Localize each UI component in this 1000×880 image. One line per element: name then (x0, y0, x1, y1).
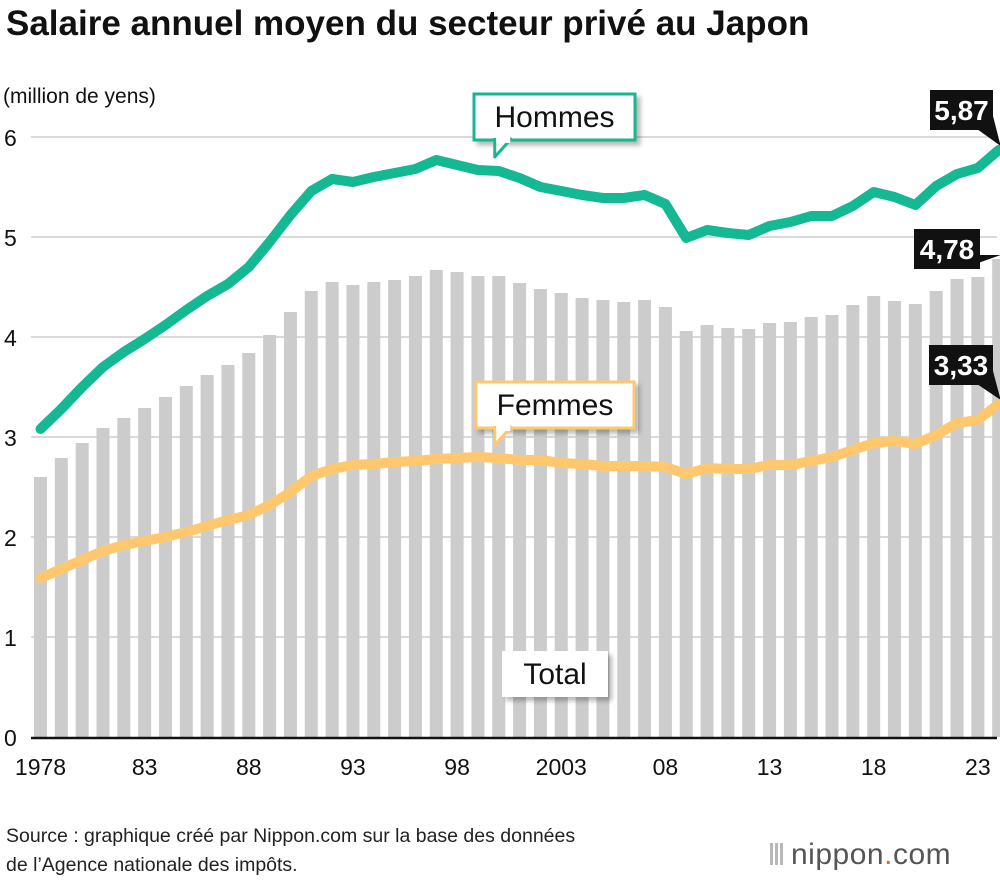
total-bar-1994 (367, 282, 381, 737)
y-tick-label: 5 (4, 225, 17, 251)
y-tick-label: 3 (4, 425, 17, 451)
line-femmes (35, 399, 1000, 583)
series-label-pointer-joint (496, 137, 511, 143)
total-bar-2017 (846, 305, 860, 737)
source-note: Source : graphique créé par Nippon.com s… (6, 822, 575, 880)
total-bar-2012 (742, 329, 756, 737)
gender-lines (35, 145, 1000, 583)
total-bar-1996 (408, 276, 422, 737)
x-tick-labels: 1978 83 88 93 98 2003 08 13 18 23 (15, 754, 991, 780)
total-bar-1993 (346, 285, 360, 737)
value-callouts: 5,87 4,78 3,33 (914, 90, 1000, 409)
total-bar-1981 (96, 428, 110, 737)
source-line-1: Source : graphique créé par Nippon.com s… (6, 825, 576, 847)
x-tick-label: 08 (653, 754, 679, 780)
total-bar-2024 (992, 259, 1000, 737)
total-bar-2007 (638, 300, 652, 737)
series-label-text: Hommes (494, 101, 614, 134)
total-bar-1986 (200, 375, 214, 737)
series-label-text: Total (523, 658, 586, 691)
total-bar-1983 (138, 408, 152, 737)
total-bar-1988 (242, 353, 256, 737)
callout-box (930, 90, 993, 130)
endpoint-dot (995, 399, 1000, 409)
total-bar-2010 (700, 325, 714, 737)
line-hommes (35, 145, 1000, 434)
total-bar-2011 (721, 328, 735, 737)
x-tick-label: 2003 (536, 754, 587, 780)
total-bar-1984 (158, 397, 172, 737)
series-label-box (474, 380, 636, 430)
series-label-femmes: Femmes (474, 380, 636, 447)
total-bar-2018 (867, 296, 881, 737)
series-labels: Hommes Femmes Total (472, 92, 637, 697)
total-bar-2008 (658, 307, 672, 737)
total-bars (34, 259, 1000, 737)
y-tick-labels: 0 1 2 3 4 5 6 (4, 125, 17, 751)
callout-box (929, 345, 993, 385)
callout-box (914, 229, 980, 269)
total-bar-1989 (263, 335, 277, 737)
y-tick-label: 2 (4, 525, 17, 551)
total-bar-2021 (929, 291, 943, 737)
x-tick-label: 1978 (15, 754, 66, 780)
series-label-total: Total (502, 651, 608, 697)
callout-hommes: 5,87 (930, 90, 1000, 155)
x-tick-label: 23 (965, 754, 991, 780)
series-label-hommes: Hommes (472, 92, 637, 159)
chart-title: Salaire annuel moyen du secteur privé au… (6, 4, 810, 43)
total-bar-2023 (971, 277, 985, 737)
source-line-2: de l’Agence nationale des impôts. (6, 854, 298, 876)
total-bar-2016 (825, 315, 839, 737)
x-tick-label: 18 (861, 754, 887, 780)
series-label-text: Femmes (497, 389, 614, 422)
total-bar-1992 (325, 282, 339, 737)
logo-bars-icon (770, 839, 785, 873)
total-bar-1985 (179, 386, 193, 737)
endpoint-dot (995, 145, 1000, 155)
x-tick-label: 88 (236, 754, 262, 780)
total-bar-1990 (283, 312, 297, 737)
total-bar-2013 (763, 323, 777, 737)
y-tick-label: 4 (4, 325, 17, 351)
total-bar-2019 (888, 301, 902, 737)
y-tick-label: 6 (4, 125, 17, 151)
total-bar-1995 (388, 280, 402, 737)
total-bar-1998 (450, 272, 464, 737)
nippon-logo: nippon.com (770, 838, 951, 873)
total-bar-2015 (804, 317, 818, 737)
total-bar-1997 (429, 270, 443, 737)
total-bar-1999 (471, 276, 485, 737)
total-bar-1987 (221, 365, 235, 737)
y-axis-unit-label: (million de yens) (3, 85, 156, 108)
x-tick-label: 13 (757, 754, 783, 780)
callout-text: 5,87 (934, 95, 989, 126)
callout-text: 3,33 (934, 350, 989, 381)
x-tick-label: 83 (132, 754, 158, 780)
callout-pointer (977, 116, 1000, 146)
total-bar-2020 (908, 304, 922, 737)
x-tick-label: 98 (444, 754, 470, 780)
x-tick-label: 93 (340, 754, 366, 780)
total-bar-1991 (304, 291, 318, 737)
callout-femmes: 3,33 (929, 345, 1000, 409)
total-bar-2014 (783, 322, 797, 737)
total-bar-2006 (617, 302, 631, 737)
y-tick-label: 0 (4, 725, 17, 751)
callout-text: 4,78 (920, 234, 975, 265)
total-bar-2022 (950, 279, 964, 737)
total-bar-2009 (679, 331, 693, 737)
total-bar-1980 (75, 443, 89, 737)
callout-total: 4,78 (914, 229, 1000, 269)
callout-pointer (977, 371, 1000, 400)
series-label-pointer-joint (496, 425, 511, 431)
total-bar-1982 (117, 418, 131, 737)
series-label-box (472, 92, 637, 142)
total-bar-1979 (54, 458, 68, 737)
series-label-box (502, 651, 608, 697)
total-bar-1978 (34, 477, 47, 737)
y-tick-label: 1 (4, 625, 17, 651)
